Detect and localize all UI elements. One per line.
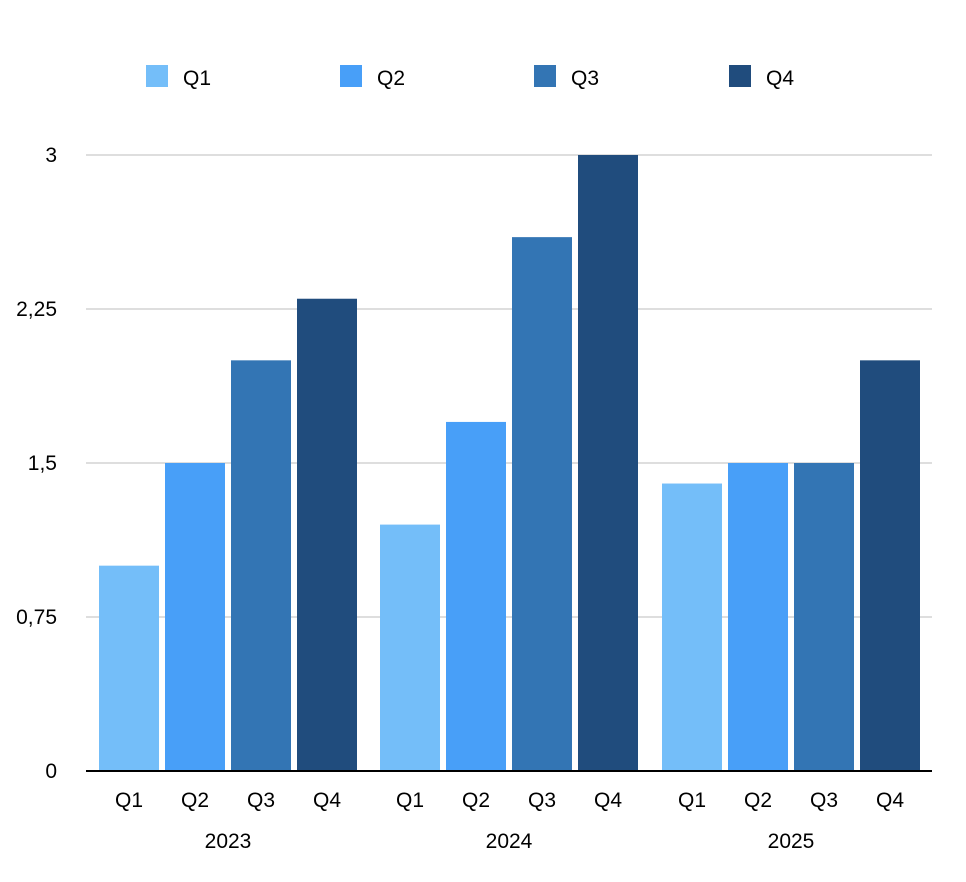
bar-2023-q1 [99, 565, 159, 771]
x-tick-label: Q2 [462, 789, 490, 812]
x-tick-label: Q2 [744, 789, 772, 812]
group-label-2024: 2024 [486, 830, 533, 853]
y-tick-label: 2,25 [16, 298, 57, 321]
legend-swatch-q2 [340, 65, 362, 87]
legend-label-q4: Q4 [766, 67, 794, 90]
y-tick-label: 3 [45, 144, 57, 167]
bar-2023-q4 [297, 298, 357, 771]
x-tick-label: Q1 [115, 789, 143, 812]
x-tick-label: Q4 [594, 789, 622, 812]
bar-2023-q2 [165, 463, 225, 771]
y-tick-label: 0,75 [16, 606, 57, 629]
gridlines: 0 0,75 1,5 2,25 3 [16, 144, 932, 783]
bar-2025-q3 [794, 463, 854, 771]
x-tick-label: Q4 [313, 789, 341, 812]
x-tick-label: Q4 [876, 789, 904, 812]
y-tick-label: 0 [45, 760, 57, 783]
group-label-2023: 2023 [205, 830, 252, 853]
x-tick-label: Q1 [396, 789, 424, 812]
x-tick-label: Q3 [528, 789, 556, 812]
bar-2023-q3 [231, 360, 291, 771]
legend: Q1 Q2 Q3 Q4 [146, 65, 794, 90]
legend-swatch-q3 [534, 65, 556, 87]
bar-2024-q2 [446, 421, 506, 771]
bar-2024-q4 [578, 155, 638, 771]
axes: Q1 Q2 Q3 Q4 2023 Q1 Q2 Q3 Q4 2024 Q1 Q2 Q3 Q4 2025 [86, 770, 932, 853]
bars [99, 155, 920, 772]
y-tick-label: 1,5 [28, 452, 57, 475]
bar-2024-q3 [512, 237, 572, 772]
legend-label-q3: Q3 [571, 67, 599, 90]
x-tick-label: Q1 [678, 789, 706, 812]
bar-2025-q4 [860, 360, 920, 771]
x-tick-label: Q2 [181, 789, 209, 812]
x-tick-label: Q3 [247, 789, 275, 812]
legend-swatch-q1 [146, 65, 168, 87]
x-tick-label: Q3 [810, 789, 838, 812]
legend-label-q1: Q1 [183, 67, 211, 90]
bar-2024-q1 [380, 524, 440, 771]
group-label-2025: 2025 [768, 830, 815, 853]
bar-2025-q2 [728, 463, 788, 771]
legend-label-q2: Q2 [377, 67, 405, 90]
legend-swatch-q4 [729, 65, 751, 87]
bar-2025-q1 [662, 483, 722, 771]
